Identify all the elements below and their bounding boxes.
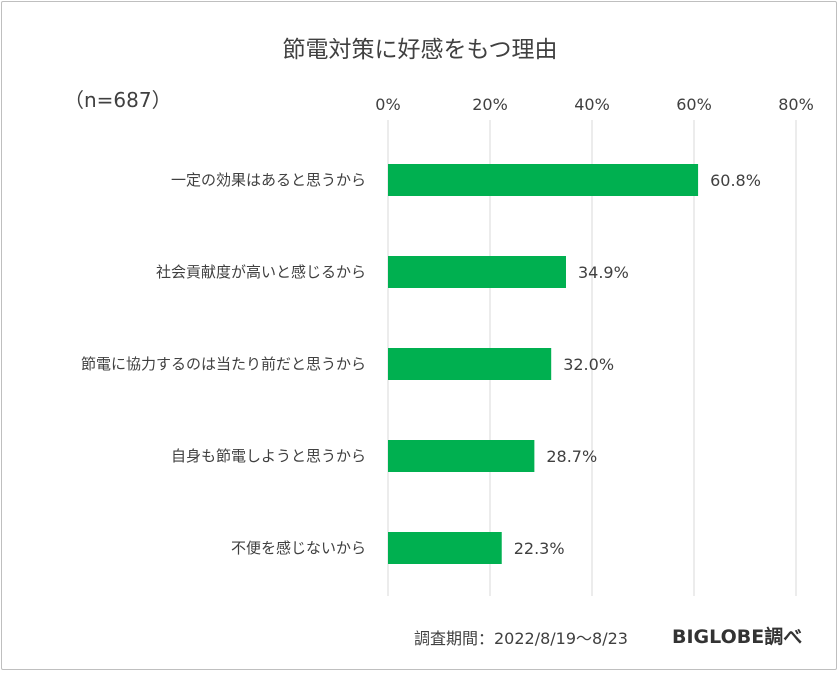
sample-size-label: （n=687） bbox=[64, 88, 172, 112]
x-tick-label: 20% bbox=[472, 95, 508, 114]
category-label: 一定の効果はあると思うから bbox=[171, 171, 366, 189]
data-label: 28.7% bbox=[546, 447, 597, 466]
data-label: 34.9% bbox=[578, 263, 629, 282]
bar bbox=[388, 440, 535, 472]
x-tick-label: 40% bbox=[574, 95, 610, 114]
chart-title: 節電対策に好感をもつ理由 bbox=[282, 37, 558, 63]
category-label: 自身も節電しようと思うから bbox=[171, 447, 366, 465]
x-tick-label: 60% bbox=[676, 95, 712, 114]
survey-period: 調査期間：2022/8/19～8/23 bbox=[414, 629, 628, 648]
data-label: 32.0% bbox=[563, 355, 614, 374]
x-tick-label: 80% bbox=[778, 95, 814, 114]
bar bbox=[388, 256, 566, 288]
category-label: 節電に協力するのは当たり前だと思うから bbox=[81, 355, 366, 373]
bar bbox=[388, 348, 552, 380]
data-label: 22.3% bbox=[514, 539, 565, 558]
data-label: 60.8% bbox=[710, 171, 761, 190]
bar bbox=[388, 164, 699, 196]
x-tick-label: 0% bbox=[375, 95, 400, 114]
category-label: 不便を感じないから bbox=[231, 539, 366, 557]
source-credit: BIGLOBE調べ bbox=[672, 626, 803, 648]
category-label: 社会貢献度が高いと感じるから bbox=[156, 263, 366, 281]
bar bbox=[388, 532, 502, 564]
